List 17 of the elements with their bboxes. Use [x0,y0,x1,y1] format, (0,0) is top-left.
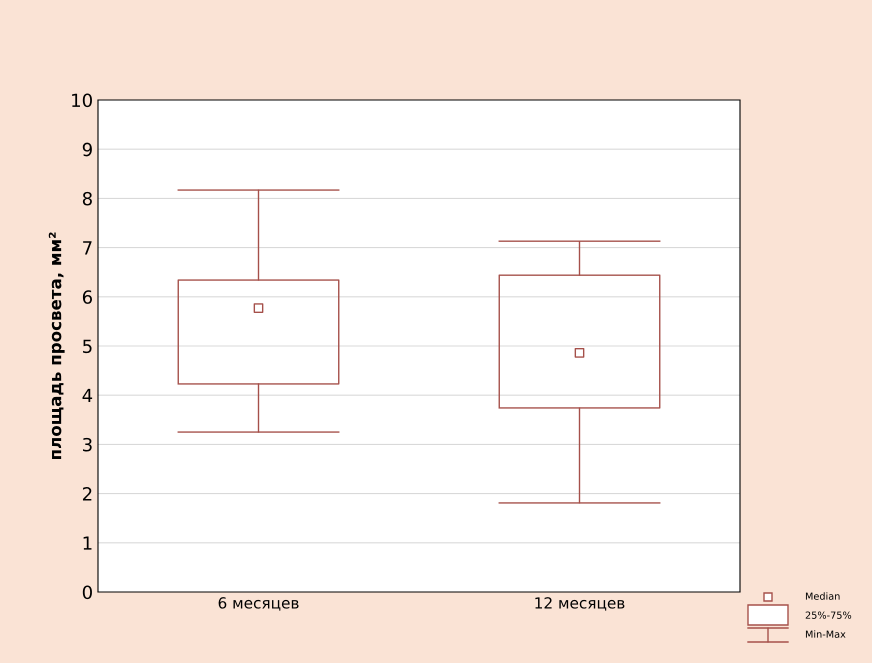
text: Median [806,592,840,600]
text: Min-Max [806,630,846,638]
y-tick-label: 5 [83,340,92,354]
y-tick-label: 1 [84,536,92,550]
y-tick-label: 9 [82,142,92,156]
y-tick-label: 8 [82,192,92,206]
y-tick-label: 4 [82,388,92,402]
y-tick-label: 3 [83,438,92,452]
y-axis-title: площадь просвета, мм² [48,232,65,460]
y-tick-label: 0 [82,585,92,600]
y-tick-label: 2 [82,487,92,500]
x-tick-label: 6 месяцев [218,597,299,611]
y-tick-label: 7 [83,241,92,254]
y-tick-label: 10 [72,93,92,108]
y-tick-label: 6 [82,290,92,304]
x-tick-label: 12 месяцев [535,597,624,611]
text: 25%-75% [806,611,852,619]
